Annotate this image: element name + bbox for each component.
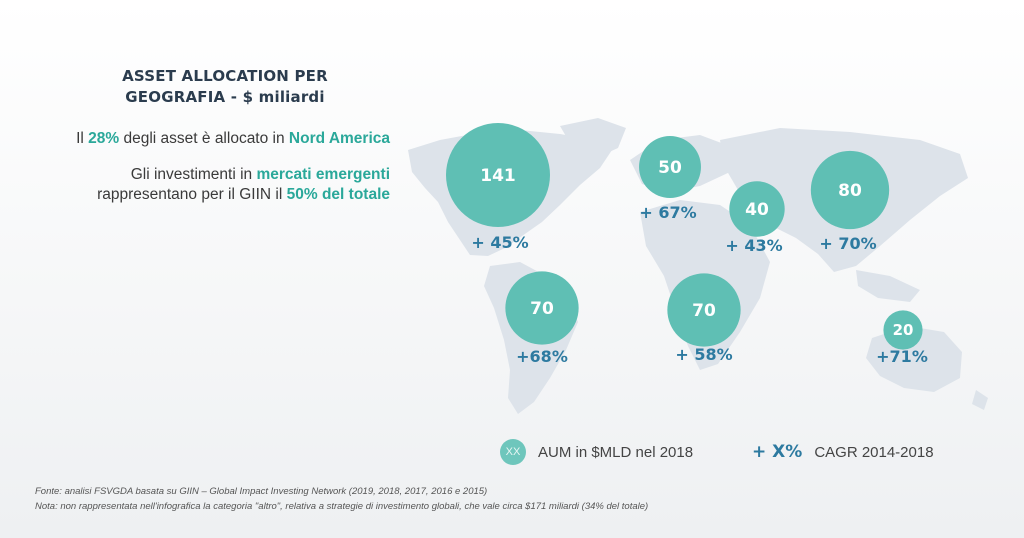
lead1-region: Nord America bbox=[288, 130, 390, 147]
bubble-value-oceania: 20 bbox=[893, 321, 914, 339]
legend-cagr-label: CAGR 2014-2018 bbox=[814, 443, 934, 461]
bubble-layer: 141 + 45% 50 + 67% 40 + 43% 80 + 70% 70 +68% 70 + 5… bbox=[446, 123, 928, 366]
title-line-2: GEOGRAFIA - $ miliardi bbox=[125, 88, 325, 106]
lead1-mid: degli asset è allocato in bbox=[119, 130, 289, 147]
cagr-label-sub-saharan-africa: + 58% bbox=[675, 345, 732, 364]
bubble-value-asia: 80 bbox=[838, 181, 862, 201]
lead1-percent: 28% bbox=[88, 130, 120, 147]
bubble-value-europe: 50 bbox=[658, 158, 682, 178]
legend-aum: XX AUM in $MLD nel 2018 bbox=[500, 438, 693, 466]
cagr-label-north-america: + 45% bbox=[471, 233, 528, 252]
bubble-value-sub-saharan-africa: 70 bbox=[692, 301, 716, 321]
greenland-shape bbox=[560, 118, 626, 158]
source-note: Fonte: analisi FSVGDA basata su GIIN – G… bbox=[35, 486, 488, 497]
bubble-north-america bbox=[446, 123, 550, 227]
cagr-label-oceania: +71% bbox=[876, 347, 928, 366]
bubble-sub-saharan-africa bbox=[667, 273, 741, 347]
lead3-pre: rappresentano per il GIIN il bbox=[97, 186, 287, 203]
legend-aum-label: AUM in $MLD nel 2018 bbox=[538, 443, 694, 461]
bubble-value-north-america: 141 bbox=[480, 166, 516, 186]
cagr-label-middle-east: + 43% bbox=[725, 236, 782, 255]
emerging-markets-text-line2: rappresentano per il GIIN il 50% del tot… bbox=[97, 184, 390, 205]
lead1-pre: Il bbox=[76, 130, 89, 147]
footnote: Nota: non rappresentata nell'infografica… bbox=[35, 501, 649, 512]
cagr-label-europe: + 67% bbox=[639, 203, 696, 222]
bubble-oceania bbox=[883, 310, 923, 350]
bubble-asia bbox=[810, 150, 890, 230]
north-america-share-text: Il 28% degli asset è allocato in Nord Am… bbox=[76, 128, 390, 149]
new-zealand-shape bbox=[972, 390, 988, 410]
lead3-emphasis: 50% del totale bbox=[286, 186, 390, 203]
southeast-asia-shape bbox=[856, 270, 920, 302]
title-line-1: ASSET ALLOCATION PER bbox=[122, 67, 328, 85]
bubble-europe bbox=[639, 136, 701, 198]
lead2-emphasis: mercati emergenti bbox=[256, 166, 390, 183]
cagr-label-asia: + 70% bbox=[819, 234, 876, 253]
lead2-pre: Gli investimenti in bbox=[130, 166, 257, 183]
legend-cagr-symbol: + X% bbox=[752, 442, 803, 462]
bubble-value-latin-america: 70 bbox=[530, 299, 554, 319]
bubble-latin-america bbox=[505, 271, 579, 345]
cagr-label-latin-america: +68% bbox=[516, 347, 568, 366]
chart-title: ASSET ALLOCATION PER GEOGRAFIA - $ milia… bbox=[90, 66, 360, 108]
bubble-middle-east bbox=[729, 181, 785, 237]
emerging-markets-text-line1: Gli investimenti in mercati emergenti bbox=[131, 164, 390, 185]
legend-cagr: + X% CAGR 2014-2018 bbox=[752, 438, 934, 466]
bubble-value-middle-east: 40 bbox=[745, 200, 769, 220]
legend-aum-circle: XX bbox=[500, 439, 526, 465]
